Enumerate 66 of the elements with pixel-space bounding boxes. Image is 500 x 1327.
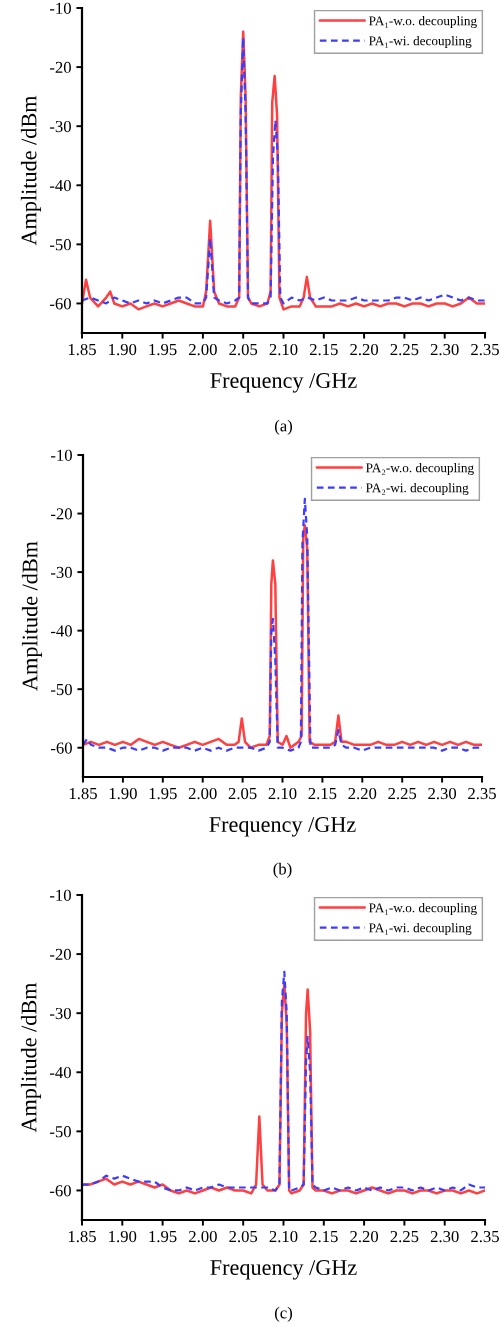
x-tick-label: 1.85: [69, 787, 97, 800]
legend-label: PA₂-wi. decoupling: [366, 483, 469, 495]
x-tick-label: 2.30: [430, 343, 459, 356]
y-tick-label: -10: [50, 449, 72, 461]
y-tick-label: -50: [49, 239, 71, 251]
x-axis-title: Frequency /GHz: [210, 373, 357, 393]
x-tick-label: 2.30: [430, 1230, 459, 1243]
x-axis-title: Frequency /GHz: [210, 1260, 357, 1280]
y-tick-label: -30: [50, 566, 72, 579]
x-tick-label: 1.85: [68, 343, 96, 356]
legend-label: PA₁-w.o. decoupling: [369, 16, 477, 28]
x-tick-label: 2.35: [471, 1230, 499, 1243]
x-tick-label: 1.90: [109, 343, 137, 356]
y-axis-title: Amplitude /dBm: [21, 541, 43, 691]
text: (a): [274, 419, 293, 435]
y-axis-title: Amplitude /dBm: [20, 982, 42, 1133]
x-tick-label: 2.00: [189, 1230, 217, 1243]
x-tick-label: 2.20: [348, 787, 377, 800]
y-tick-label: -20: [50, 508, 72, 520]
x-tick-label: 2.05: [229, 1230, 258, 1243]
x-tick-label: 2.25: [388, 787, 417, 800]
y-tick-label: -30: [49, 1007, 71, 1020]
x-tick-label: 2.20: [350, 1230, 379, 1243]
x-tick-label: 1.90: [109, 1230, 137, 1243]
x-tick-label: 2.00: [189, 343, 217, 356]
y-tick-label: -10: [49, 889, 71, 901]
text: (b): [273, 862, 292, 878]
y-tick-label: -60: [49, 1185, 71, 1197]
x-axis-title: Frequency /GHz: [209, 817, 356, 837]
y-tick-label: -10: [49, 2, 71, 14]
y-tick-label: -60: [50, 742, 72, 754]
y-axis-title: Amplitude /dBm: [20, 95, 42, 246]
legend-label: PA₁-w.o. decoupling: [369, 903, 477, 915]
y-tick-label: -40: [50, 625, 72, 637]
x-tick-label: 2.10: [268, 787, 297, 800]
y-tick-label: -40: [49, 179, 71, 192]
x-tick-label: 2.35: [468, 787, 496, 800]
y-tick-label: -20: [49, 61, 71, 74]
x-tick-label: 1.95: [149, 343, 177, 356]
y-tick-label: -30: [49, 120, 71, 133]
y-tick-label: -40: [49, 1066, 71, 1079]
x-tick-label: 2.20: [350, 343, 379, 356]
y-tick-label: -50: [50, 683, 72, 696]
x-tick-label: 2.00: [188, 787, 217, 800]
x-tick-label: 2.35: [471, 343, 499, 356]
x-tick-label: 1.95: [149, 787, 177, 800]
x-tick-label: 2.30: [428, 787, 457, 800]
x-tick-label: 2.15: [309, 1230, 338, 1243]
x-tick-label: 2.05: [228, 787, 257, 800]
text: (c): [274, 1306, 293, 1322]
y-tick-label: -60: [49, 298, 71, 310]
x-tick-label: 2.10: [269, 1230, 298, 1243]
legend-label: PA₁-wi. decoupling: [369, 923, 472, 935]
x-tick-label: 2.05: [229, 343, 258, 356]
x-tick-label: 1.90: [109, 787, 137, 800]
x-tick-label: 2.25: [390, 343, 419, 356]
x-tick-label: 1.85: [68, 1230, 96, 1243]
x-tick-label: 2.15: [309, 343, 338, 356]
legend-label: PA₂-w.o. decoupling: [366, 463, 474, 475]
x-tick-label: 2.10: [269, 343, 298, 356]
x-tick-label: 2.25: [390, 1230, 419, 1243]
legend-label: PA₁-wi. decoupling: [369, 36, 472, 48]
x-tick-label: 2.15: [308, 787, 337, 800]
y-tick-label: -20: [49, 948, 71, 961]
x-tick-label: 1.95: [149, 1230, 177, 1243]
y-tick-label: -50: [49, 1126, 71, 1138]
